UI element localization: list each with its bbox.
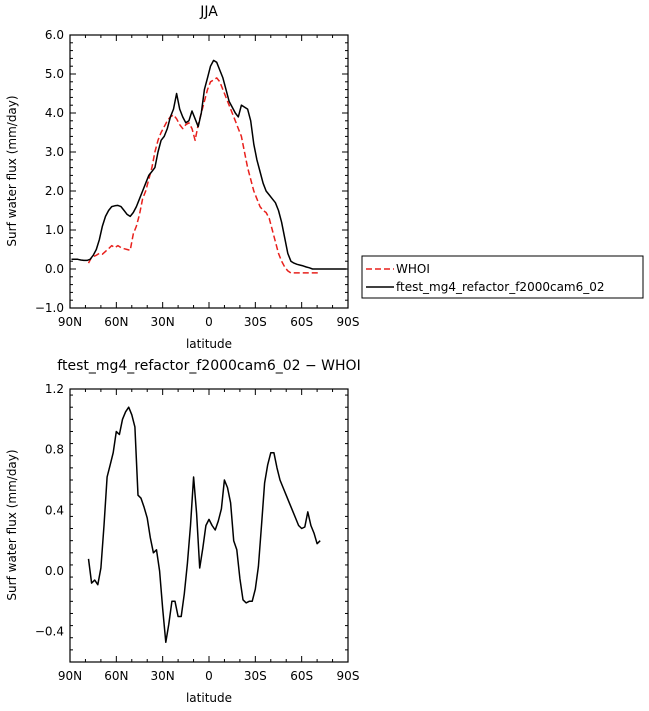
y-tick-label: −1.0 xyxy=(35,301,64,315)
x-tick-label: 60N xyxy=(104,315,128,329)
series-line-0-1 xyxy=(71,59,347,270)
bottom-chart: ftest_mg4_refactor_f2000cam6_02 − WHOI 9… xyxy=(5,358,361,705)
top-chart: JJA 90N 60N 30N 0 30S 60S 90S −1.0 0.0 1.0 2.0 3.0 4… xyxy=(5,4,359,351)
bottom-chart-ylabel: Surf water flux (mm/day) xyxy=(5,449,19,600)
y-tick-label: 0.8 xyxy=(45,443,64,457)
x-tick-label: 60S xyxy=(290,315,313,329)
top-chart-ylabel: Surf water flux (mm/day) xyxy=(5,95,19,246)
bottom-chart-frame xyxy=(69,388,349,663)
series-line-0-0 xyxy=(87,77,319,274)
bottom-chart-xlabel: latitude xyxy=(186,691,232,705)
legend-box xyxy=(361,255,644,299)
y-tick-label: −0.4 xyxy=(35,625,64,639)
x-tick-label: 30N xyxy=(151,669,175,683)
x-tick-label: 0 xyxy=(205,315,213,329)
y-tick-label: 5.0 xyxy=(45,67,64,81)
y-tick-label: 2.0 xyxy=(45,184,64,198)
y-tick-label: 1.0 xyxy=(45,223,64,237)
x-tick-label: 30S xyxy=(244,315,267,329)
y-tick-label: 0.0 xyxy=(45,262,64,276)
legend-label-model: ftest_mg4_refactor_f2000cam6_02 xyxy=(396,280,605,294)
x-tick-label: 0 xyxy=(205,669,213,683)
x-tick-label: 60N xyxy=(104,669,128,683)
top-chart-xlabel: latitude xyxy=(186,337,232,351)
x-tick-label: 90S xyxy=(337,669,360,683)
top-chart-title: JJA xyxy=(199,4,218,20)
legend: WHOI ftest_mg4_refactor_f2000cam6_02 xyxy=(361,255,644,299)
x-tick-label: 60S xyxy=(290,669,313,683)
y-tick-label: 3.0 xyxy=(45,145,64,159)
y-tick-label: 0.4 xyxy=(45,503,64,517)
x-tick-label: 30N xyxy=(151,315,175,329)
x-tick-label: 30S xyxy=(244,669,267,683)
series-line-1-0 xyxy=(87,406,321,644)
x-tick-label: 90N xyxy=(58,315,82,329)
bottom-chart-title: ftest_mg4_refactor_f2000cam6_02 − WHOI xyxy=(57,358,360,374)
y-tick-label: 4.0 xyxy=(45,106,64,120)
y-tick-label: 1.2 xyxy=(45,382,64,396)
legend-label-whoi: WHOI xyxy=(396,262,430,276)
x-tick-label: 90S xyxy=(337,315,360,329)
y-tick-label: 6.0 xyxy=(45,28,64,42)
y-tick-label: 0.0 xyxy=(45,564,64,578)
x-tick-label: 90N xyxy=(58,669,82,683)
